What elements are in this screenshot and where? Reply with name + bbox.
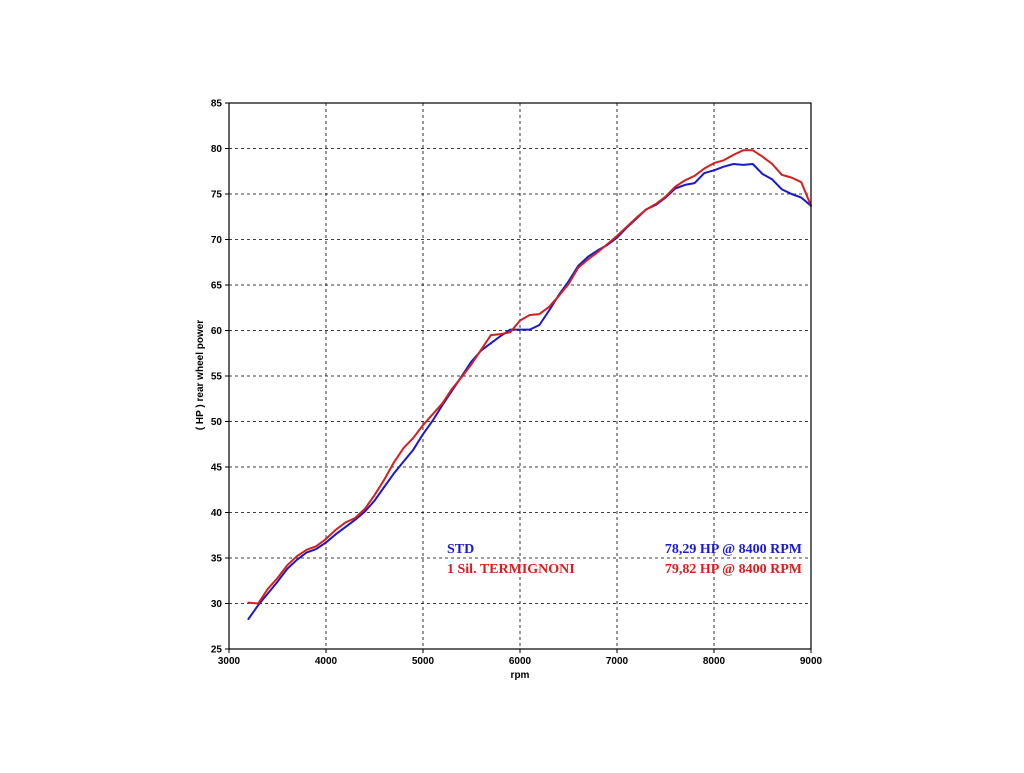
legend-std-name: STD [447,542,474,557]
legend: STD 78,29 HP @ 8400 RPM 1 Sil. TERMIGNON… [447,542,802,577]
legend-termignoni-name: 1 Sil. TERMIGNONI [447,562,575,577]
y-tick-label: 80 [211,144,223,155]
y-tick-label: 50 [211,417,223,428]
x-tick-label: 9000 [800,656,823,667]
y-tick-label: 85 [211,99,223,110]
y-tick-label: 25 [211,645,223,656]
y-tick-label: 45 [211,463,223,474]
x-axis-title: rpm [511,670,530,681]
x-tick-label: 8000 [703,656,726,667]
series-line-std [247,163,812,620]
x-tick-label: 6000 [509,656,532,667]
x-tick-label: 7000 [606,656,629,667]
legend-termignoni-summary: 79,82 HP @ 8400 RPM [665,562,802,577]
y-tick-label: 65 [211,281,223,292]
y-tick-label: 60 [211,326,223,337]
series-layer [247,149,812,620]
legend-std-summary: 78,29 HP @ 8400 RPM [665,542,802,557]
y-tick-label: 55 [211,372,223,383]
y-axis-title: ( HP ) rear wheel power [195,320,206,431]
tick-labels: 3000 4000 5000 6000 7000 8000 9000 25 30 35 40 45 50… [211,99,823,668]
series-line-termignoni [247,149,812,605]
y-tick-label: 40 [211,508,223,519]
x-tick-label: 4000 [315,656,338,667]
y-tick-label: 75 [211,190,223,201]
y-tick-label: 35 [211,554,223,565]
y-tick-label: 70 [211,235,223,246]
y-tick-label: 30 [211,599,223,610]
grid [229,103,811,649]
x-tick-label: 3000 [218,656,241,667]
x-tick-label: 5000 [412,656,435,667]
